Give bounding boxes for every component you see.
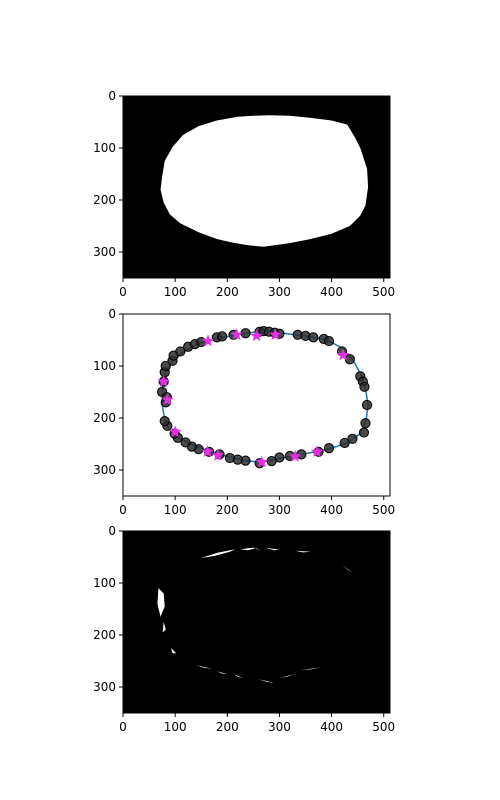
mask-fragment	[201, 549, 236, 559]
axes-frame	[122, 530, 391, 714]
y-tick-label: 100	[93, 576, 116, 590]
contour-point	[216, 331, 228, 342]
mask-fragment	[157, 588, 165, 617]
mask-fragment	[264, 547, 280, 551]
contour-point	[266, 456, 277, 467]
x-tick-label: 100	[164, 720, 187, 734]
contour-point	[160, 360, 171, 372]
star-marker	[336, 348, 350, 361]
contour-point	[360, 418, 371, 429]
contour-point	[308, 332, 319, 343]
mask-fragment	[240, 547, 262, 551]
star-marker	[168, 425, 182, 438]
mask-fragment	[196, 665, 212, 669]
x-tick-label: 100	[164, 503, 187, 517]
contour-point	[361, 399, 373, 411]
x-tick-label: 300	[268, 285, 291, 299]
x-tick-label: 100	[164, 285, 187, 299]
star-marker	[211, 448, 225, 461]
panel-2: 0 100 200 300 400 500 0 100 200 300	[93, 307, 395, 517]
axes-background	[123, 531, 390, 713]
star-marker	[269, 328, 282, 341]
x-tick-label: 0	[119, 720, 127, 734]
x-tick-label: 300	[268, 720, 291, 734]
x-tick-label: 300	[268, 503, 291, 517]
star-marker	[161, 393, 174, 406]
star-marker	[250, 329, 263, 342]
y-tick-label: 0	[108, 524, 116, 538]
contour-point	[240, 328, 251, 339]
y-tick-label: 200	[93, 193, 116, 207]
x-tick-label: 200	[216, 720, 239, 734]
x-tick-label: 500	[372, 720, 395, 734]
star-marker	[157, 375, 170, 387]
x-tick-label: 200	[216, 285, 239, 299]
contour-point	[323, 443, 335, 454]
contour-point	[224, 452, 236, 464]
x-tick-label: 0	[119, 285, 127, 299]
contour-point	[339, 437, 350, 449]
star-marker	[230, 328, 243, 341]
axes-frame	[122, 313, 391, 497]
axes-frame	[122, 95, 391, 279]
contour-point	[347, 433, 358, 444]
y-tick-label: 300	[93, 245, 116, 259]
y-tick-label: 100	[93, 141, 116, 155]
contour-point	[344, 354, 355, 365]
contour-point	[180, 437, 191, 448]
mask-fragment	[233, 674, 243, 679]
star-marker	[288, 449, 302, 462]
y-tick-label: 200	[93, 628, 116, 642]
contour-point	[358, 427, 370, 438]
star-marker	[310, 445, 324, 458]
y-tick-label: 300	[93, 463, 116, 477]
plot-area	[157, 326, 373, 469]
mask-fragment	[170, 648, 177, 654]
panel-3: 0 100 200 300 400 500 0 100 200 300	[93, 524, 395, 734]
star-marker	[255, 455, 268, 468]
y-tick-label: 0	[108, 307, 116, 321]
star-marker	[201, 445, 214, 458]
panel-1: 0 100 200 300 400 500 0 100 200 300	[93, 89, 395, 299]
mask-fragment	[258, 679, 275, 683]
plot-area	[157, 547, 353, 683]
contour-point	[175, 346, 186, 357]
x-tick-label: 200	[216, 503, 239, 517]
contour-point	[359, 381, 370, 392]
mask-fragment	[216, 671, 228, 674]
x-tick-label: 500	[372, 285, 395, 299]
y-tick-label: 300	[93, 680, 116, 694]
mask-fragment	[300, 667, 322, 671]
x-tick-label: 500	[372, 503, 395, 517]
x-tick-label: 0	[119, 503, 127, 517]
contour-point	[159, 416, 170, 427]
x-tick-label: 400	[320, 285, 343, 299]
mask-blob	[160, 115, 369, 247]
mask-fragment	[162, 622, 166, 633]
x-tick-label: 400	[320, 503, 343, 517]
contour-point	[323, 335, 335, 347]
y-tick-label: 200	[93, 411, 116, 425]
x-tick-label: 400	[320, 720, 343, 734]
mask-fragment	[342, 564, 353, 573]
star-marker	[201, 334, 215, 347]
y-tick-label: 100	[93, 359, 116, 373]
contour-point	[196, 336, 207, 348]
y-tick-label: 0	[108, 89, 116, 103]
mask-fragment	[279, 674, 296, 679]
plot-area	[160, 115, 369, 247]
mask-fragment	[295, 550, 311, 553]
